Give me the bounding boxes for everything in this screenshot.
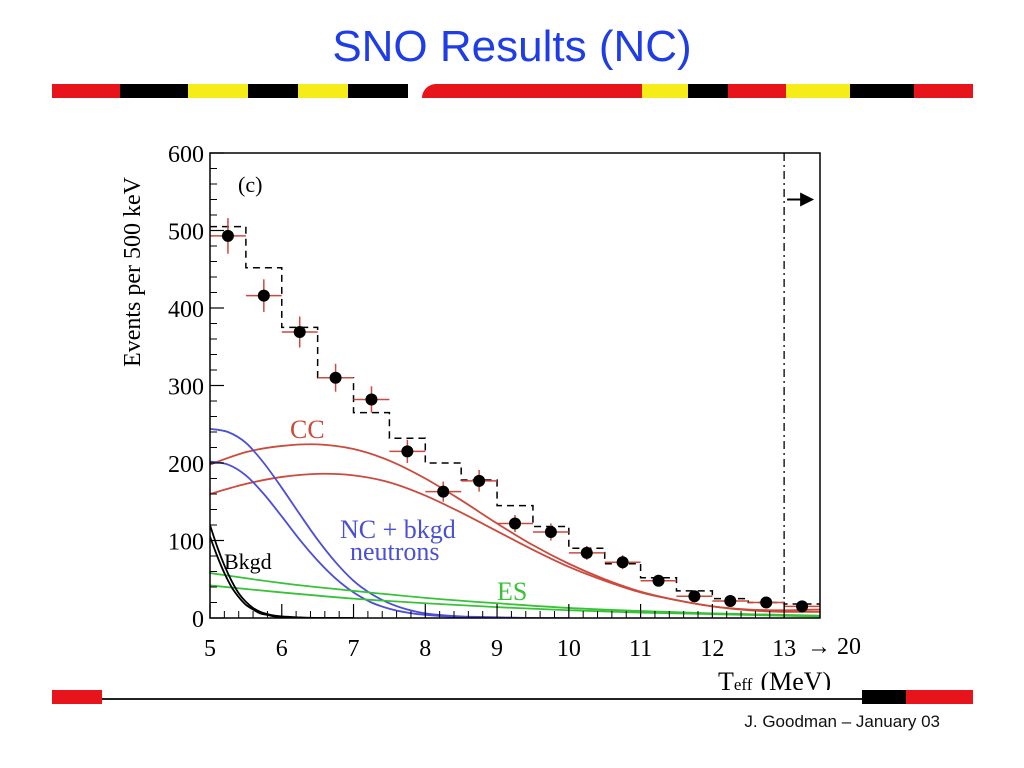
data-point — [760, 596, 773, 609]
data-point — [509, 517, 521, 530]
data-point — [257, 289, 270, 302]
x-tick-label: 13 — [772, 636, 796, 662]
nc-annotation-line2: neutrons — [350, 537, 440, 566]
x-tick-label: 10 — [557, 636, 581, 662]
slide-title: SNO Results (NC) — [332, 22, 692, 71]
bottom-decorative-band — [52, 690, 973, 704]
x-tick-label: 7 — [348, 636, 360, 662]
plot-area — [210, 218, 820, 618]
mc-histogram — [210, 225, 820, 605]
data-point — [580, 546, 593, 559]
cc-curve — [210, 472, 820, 613]
data-point — [796, 600, 809, 613]
nc-annotation-line1: NC + bkgd — [340, 515, 456, 544]
data-point — [652, 574, 665, 587]
panel-label: (c) — [238, 172, 262, 197]
y-axis-label: Events per 500 keV — [120, 176, 146, 367]
y-tick-label: 600 — [168, 142, 204, 168]
es-curve — [210, 584, 820, 618]
data-point — [365, 393, 378, 406]
x-axis-label-sub: eff — [734, 675, 753, 694]
overflow-arrow-icon — [800, 192, 815, 207]
data-point — [544, 525, 557, 538]
data-point — [688, 590, 701, 603]
data-point — [724, 594, 737, 607]
nc-curve — [210, 460, 533, 618]
overflow-label: → 20 — [807, 634, 861, 660]
data-point — [616, 556, 629, 569]
bkgd-annotation: Bkgd — [224, 549, 272, 574]
x-tick-label: 11 — [629, 636, 652, 662]
y-tick-label: 0 — [192, 607, 204, 633]
y-tick-label: 500 — [168, 220, 204, 246]
data-point — [473, 474, 486, 487]
top-decorative-band — [52, 84, 973, 98]
plot-frame — [209, 152, 821, 619]
data-point — [221, 229, 234, 242]
y-tick-label: 400 — [168, 297, 204, 323]
data-point — [437, 485, 450, 498]
cc-annotation: CC — [290, 415, 325, 444]
x-tick-label: 6 — [276, 636, 288, 662]
footer-credit: J. Goodman – January 03 — [744, 712, 940, 731]
x-tick-label: 9 — [491, 636, 503, 662]
x-axis-label-main: T — [718, 667, 734, 696]
data-point — [329, 371, 342, 384]
es-annotation: ES — [497, 577, 527, 606]
data-point — [401, 445, 414, 458]
x-tick-label: 12 — [700, 636, 724, 662]
x-tick-label: 5 — [204, 636, 216, 662]
x-tick-label: 8 — [419, 636, 431, 662]
y-tick-label: 300 — [168, 375, 204, 401]
y-tick-label: 200 — [168, 452, 204, 478]
data-point — [293, 326, 306, 339]
y-tick-label: 100 — [168, 530, 204, 556]
